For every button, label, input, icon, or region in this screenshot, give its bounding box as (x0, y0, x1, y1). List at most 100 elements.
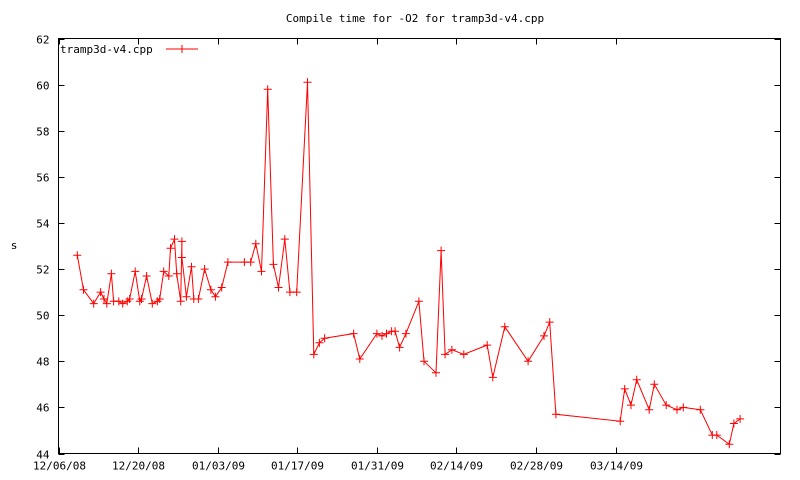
y-tick-label: 48 (36, 356, 49, 369)
data-point (545, 318, 554, 327)
data-point (303, 78, 312, 87)
data-point (137, 295, 146, 304)
data-point (391, 327, 400, 336)
data-point (712, 431, 721, 440)
data-point (551, 410, 560, 419)
data-point (441, 350, 450, 359)
x-tick-label: 12/20/08 (112, 460, 165, 473)
data-point (736, 414, 745, 423)
data-point (437, 246, 446, 255)
data-point (177, 253, 186, 262)
data-point (274, 283, 283, 292)
y-tick-label: 60 (36, 80, 49, 93)
data-point (223, 258, 232, 267)
data-point (251, 239, 260, 248)
data-point (142, 271, 151, 280)
data-point (148, 299, 157, 308)
data-point (414, 297, 423, 306)
data-point (211, 292, 220, 301)
data-point (89, 299, 98, 308)
data-point (459, 350, 468, 359)
data-point (263, 85, 272, 94)
data-point (107, 269, 116, 278)
legend-marker (178, 45, 186, 53)
data-point (246, 258, 255, 267)
y-tick-label: 44 (36, 449, 50, 462)
y-axis-label: s (11, 239, 18, 252)
data-point (650, 380, 659, 389)
data-point (431, 368, 440, 377)
data-point (447, 345, 456, 354)
x-tick-label: 02/28/09 (510, 460, 563, 473)
data-point (679, 403, 688, 412)
y-tick-label: 62 (36, 34, 49, 47)
data-point (395, 343, 404, 352)
x-tick-label: 03/14/09 (590, 460, 643, 473)
data-point (194, 295, 203, 304)
y-tick-label: 56 (36, 172, 49, 185)
data-point (79, 285, 88, 294)
data-point (488, 373, 497, 382)
legend: tramp3d-v4.cpp (60, 43, 198, 56)
data-point (673, 405, 682, 414)
data-point (729, 419, 738, 428)
data-point (309, 350, 318, 359)
data-point (170, 235, 179, 244)
y-tick-label: 58 (36, 126, 49, 139)
plot-border (58, 38, 781, 454)
data-point (176, 297, 185, 306)
chart-title: Compile time for -O2 for tramp3d-v4.cpp (286, 12, 544, 25)
x-tick-label: 12/06/08 (33, 460, 86, 473)
y-tick-label: 46 (36, 402, 49, 415)
data-point (626, 401, 635, 410)
data-point (645, 405, 654, 414)
x-tick-label: 01/17/09 (271, 460, 324, 473)
data-point (257, 267, 266, 276)
data-point (99, 295, 108, 304)
data-point (164, 271, 173, 280)
data-point (483, 341, 492, 350)
data-point (372, 329, 381, 338)
data-point (524, 357, 533, 366)
data-point (200, 265, 209, 274)
data-point (182, 292, 191, 301)
x-ticks: 12/06/08 12/20/08 01/03/09 01/17/09 01/31/09… (33, 38, 643, 473)
data-point (315, 338, 324, 347)
legend-label: tramp3d-v4.cpp (60, 43, 153, 56)
data-point (118, 299, 127, 308)
data-point (73, 251, 82, 260)
data-point (292, 288, 301, 297)
data-point (632, 375, 641, 384)
data-point (355, 354, 364, 363)
series-line (76, 82, 741, 446)
data-point (349, 329, 358, 338)
data-point (159, 267, 168, 276)
data-point (725, 440, 734, 449)
data-point (172, 269, 181, 278)
data-point (166, 244, 175, 253)
x-tick-label: 01/31/09 (351, 460, 404, 473)
data-point (377, 331, 386, 340)
y-ticks: 44 46 48 50 52 54 56 58 60 62 (36, 34, 781, 462)
y-tick-label: 54 (36, 218, 50, 231)
data-point (187, 262, 196, 271)
data-point (96, 288, 105, 297)
x-tick-label: 02/14/09 (430, 460, 483, 473)
data-point (280, 235, 289, 244)
data-point (500, 322, 509, 331)
data-point (662, 401, 671, 410)
data-point (217, 283, 226, 292)
y-tick-label: 52 (36, 264, 49, 277)
data-point (131, 267, 140, 276)
data-point (114, 297, 123, 306)
data-point (269, 260, 278, 269)
data-point (285, 288, 294, 297)
data-point (616, 417, 625, 426)
data-point (420, 357, 429, 366)
data-point (382, 329, 391, 338)
data-point (102, 299, 111, 308)
data-point (125, 295, 134, 304)
data-point (401, 329, 410, 338)
data-point (206, 285, 215, 294)
